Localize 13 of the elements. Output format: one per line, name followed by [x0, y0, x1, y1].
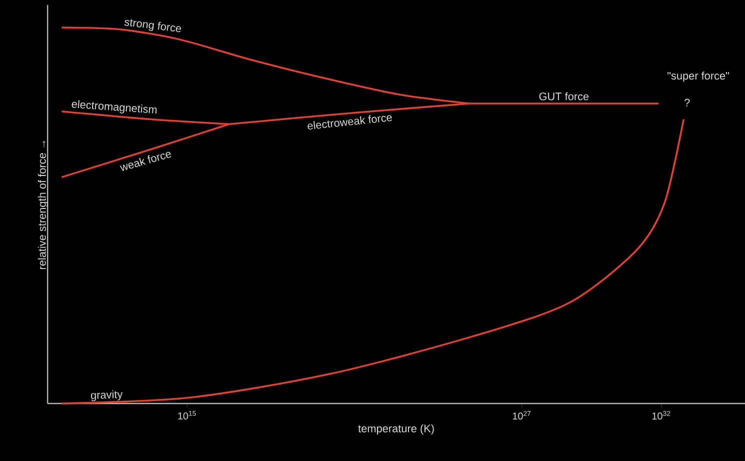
- x-tick-label: 10$^{15}$: [178, 410, 196, 420]
- annotation: ?: [684, 98, 690, 106]
- x-tick-label: 10$^{27}$: [512, 410, 531, 420]
- annotation: "super force": [668, 71, 729, 82]
- y-axis-title: relative strength of force →: [38, 140, 48, 269]
- text: electroweak force: [308, 115, 392, 130]
- text: strong force: [124, 19, 182, 32]
- series-label: gravity: [90, 390, 123, 402]
- x-axis-title: temperature (K): [358, 424, 434, 434]
- series-label: GUT force: [539, 92, 589, 100]
- text: weak force: [120, 152, 172, 171]
- x-tick-label: 10$^{32}$: [652, 410, 670, 420]
- series-label: electromagnetism: [72, 100, 157, 114]
